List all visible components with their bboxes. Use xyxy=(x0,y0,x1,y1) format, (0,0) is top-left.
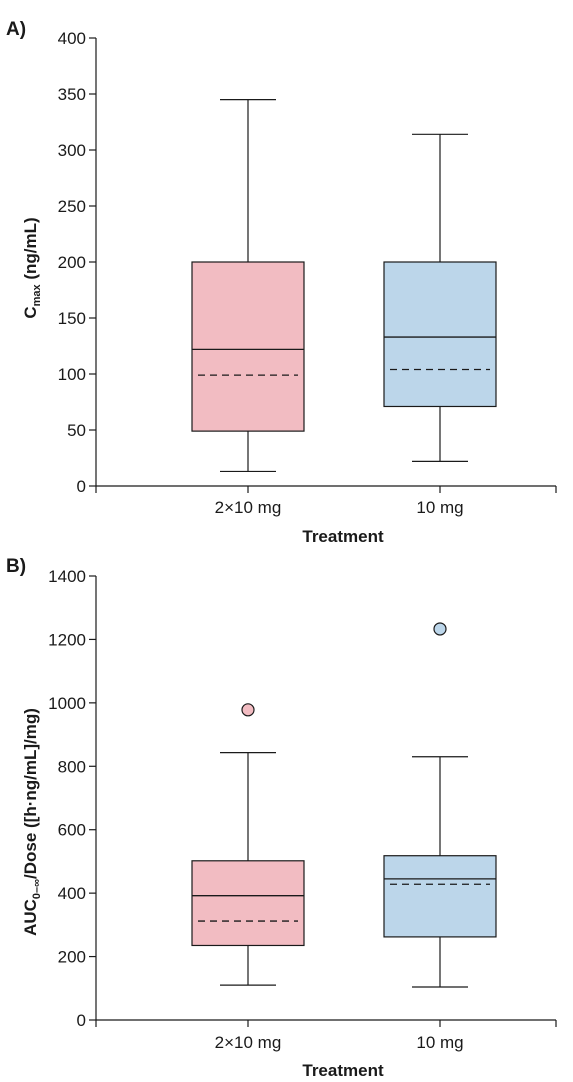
panel-a-x-tick-label: 2×10 mg xyxy=(215,498,282,517)
panel-b-y-axis-title: AUC0–∞/Dose ([h·ng/mL]/mg) xyxy=(21,708,43,936)
panel-b-label: B) xyxy=(6,556,26,577)
panel-a-y-axis-title-sub: max xyxy=(31,284,43,307)
panel-b-box xyxy=(383,855,497,938)
panel-a-y-tick-label: 400 xyxy=(58,29,86,48)
panel-a-plot: 0 50 100 150 200 250 300 350 400 2×10 mg 10 mg xyxy=(58,29,557,517)
panel-b-outlier-point xyxy=(433,622,447,636)
panel-b-y-tick-label: 1400 xyxy=(48,567,86,586)
panel-b-y-tick-label: 800 xyxy=(58,757,86,776)
panel-a-y-tick-label: 150 xyxy=(58,309,86,328)
panel-b-outlier-point xyxy=(241,703,255,717)
panel-a-y-axis-title-main: C xyxy=(21,306,40,318)
panel-a-y-tick-label: 300 xyxy=(58,141,86,160)
panel-a-x-axis-title: Treatment xyxy=(302,527,384,546)
panel-a: A) Cmax (ng/mL) Treatment 0 50 100 150 200 25… xyxy=(6,19,557,546)
panel-a-y-axis-title-rest: (ng/mL) xyxy=(21,217,40,284)
panel-b-y-axis-title-main: AUC xyxy=(21,899,40,936)
panel-b-y-axis-title-rest: /Dose ([h·ng/mL]/mg) xyxy=(21,708,40,879)
panel-b-y-axis-title-sub: 0–∞ xyxy=(31,879,43,899)
panel-b-x-axis-title: Treatment xyxy=(302,1061,384,1080)
panel-b-y-tick-label: 1000 xyxy=(48,694,86,713)
panel-b-y-tick-label: 0 xyxy=(77,1011,86,1030)
panel-b-x-tick-label: 2×10 mg xyxy=(215,1033,282,1052)
panel-b-y-tick-label: 600 xyxy=(58,821,86,840)
panel-b: B) AUC0–∞/Dose ([h·ng/mL]/mg) Treatment … xyxy=(6,556,557,1080)
panel-b-y-tick-label: 200 xyxy=(58,948,86,967)
panel-a-box xyxy=(383,261,497,408)
panel-a-y-tick-label: 0 xyxy=(77,477,86,496)
panel-a-y-tick-label: 50 xyxy=(67,421,86,440)
panel-a-box xyxy=(191,261,305,432)
panel-b-box xyxy=(191,860,305,947)
panel-a-y-axis-title: Cmax (ng/mL) xyxy=(21,217,43,318)
panel-a-y-tick-label: 250 xyxy=(58,197,86,216)
panel-b-y-tick-label: 400 xyxy=(58,884,86,903)
panel-a-label: A) xyxy=(6,19,26,40)
panel-b-x-tick-label: 10 mg xyxy=(416,1033,463,1052)
panel-a-y-tick-label: 100 xyxy=(58,365,86,384)
panel-a-y-tick-label: 350 xyxy=(58,85,86,104)
panel-b-y-tick-label: 1200 xyxy=(48,630,86,649)
panel-a-y-tick-label: 200 xyxy=(58,253,86,272)
panel-b-plot: 0 200 400 600 800 1000 1200 1400 2×10 mg 10 mg xyxy=(48,567,557,1052)
panel-a-x-tick-label: 10 mg xyxy=(416,498,463,517)
